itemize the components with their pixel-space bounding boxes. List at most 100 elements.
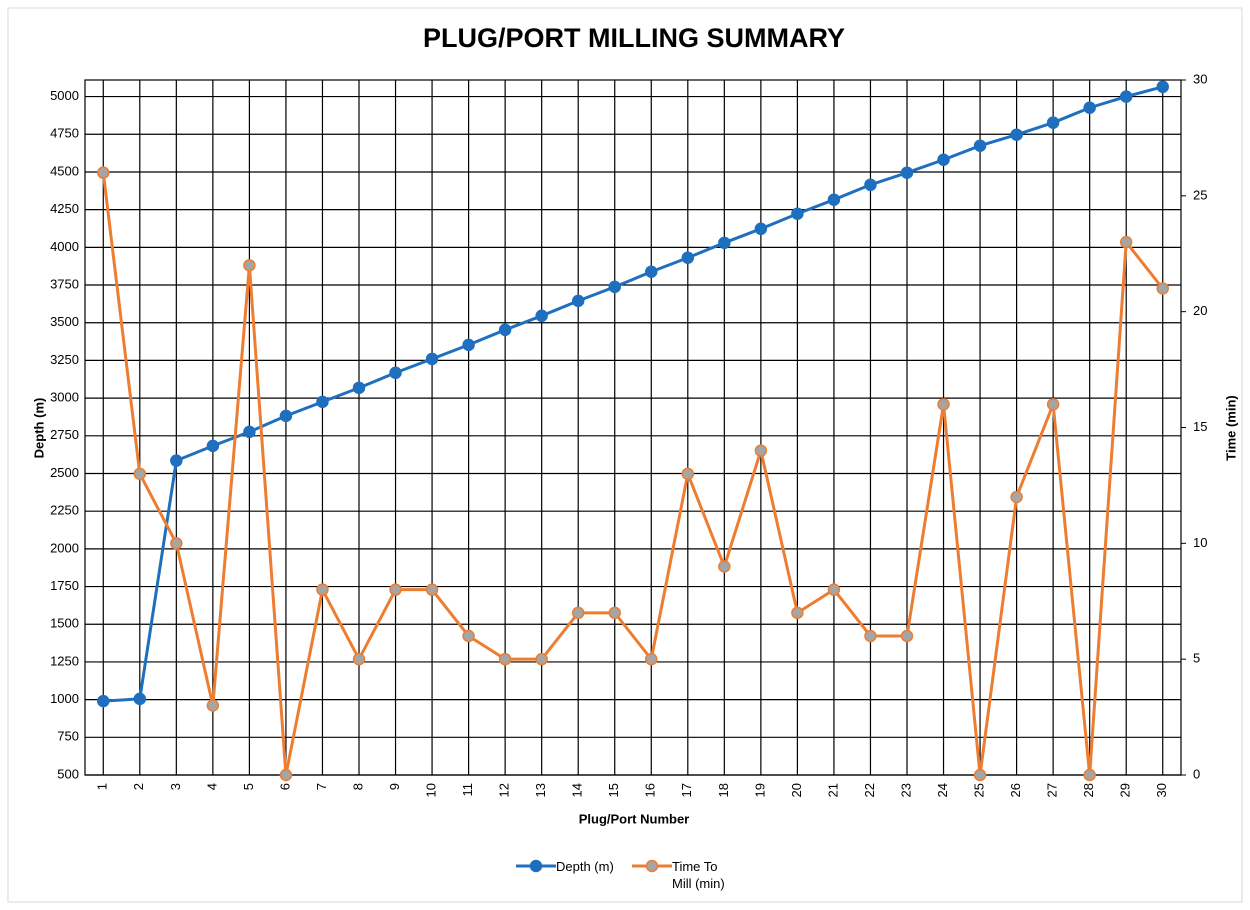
x-tick-label: 13 — [533, 783, 548, 797]
x-tick-label: 7 — [314, 783, 329, 790]
point — [1119, 235, 1133, 249]
point — [718, 560, 731, 573]
x-tick-label: 19 — [752, 783, 767, 797]
point — [425, 583, 439, 596]
y-tick-label: 3500 — [50, 314, 79, 329]
point — [316, 583, 329, 596]
y2-tick-label: 0 — [1193, 766, 1200, 781]
legend-label: Depth (m) — [556, 859, 614, 874]
point — [243, 425, 256, 439]
point — [170, 537, 183, 550]
y2-tick-label: 20 — [1193, 303, 1207, 318]
point — [352, 652, 366, 666]
legend-item: Depth (m) — [516, 858, 618, 892]
x-tick-label: 4 — [204, 783, 219, 790]
point — [571, 606, 585, 620]
point — [645, 265, 658, 279]
series-line — [101, 172, 1164, 776]
y-tick-label: 2000 — [50, 540, 79, 555]
point — [1046, 116, 1060, 129]
point — [462, 629, 475, 643]
x-tick-label: 12 — [497, 783, 512, 797]
x-tick-label: 11 — [460, 783, 475, 797]
y-tick-label: 1250 — [50, 653, 79, 668]
point — [206, 699, 220, 712]
y2-tick-label: 10 — [1193, 535, 1207, 550]
x-tick-label: 18 — [716, 783, 731, 797]
x-tick-label: 29 — [1118, 783, 1133, 797]
point — [1046, 398, 1060, 411]
chart-border — [7, 7, 1243, 903]
y-tick-label: 3750 — [50, 276, 79, 291]
legend-swatch — [516, 859, 556, 873]
x-tick-label: 1 — [95, 783, 110, 790]
point — [608, 606, 621, 620]
x-axis-title: Plug/Port Number — [579, 811, 690, 826]
y-tick-label: 5000 — [50, 88, 79, 103]
point — [243, 259, 256, 272]
x-tick-label: 25 — [972, 783, 987, 797]
point — [1010, 490, 1023, 504]
y-tick-label: 4250 — [50, 201, 79, 216]
plot-frame — [84, 79, 1182, 776]
y-tick-label: 2500 — [50, 465, 79, 480]
legend-swatch — [632, 859, 672, 873]
y-tick-label: 2750 — [50, 427, 79, 442]
y-axis-title: Depth (m) — [31, 398, 46, 459]
point — [1010, 128, 1023, 141]
point — [827, 193, 841, 206]
x-tick-label: 14 — [570, 783, 585, 797]
point — [535, 309, 548, 323]
y2-tick-label: 30 — [1193, 71, 1207, 86]
x-tick-label: 23 — [898, 783, 913, 797]
point — [1119, 90, 1133, 103]
y-tick-label: 500 — [57, 766, 79, 781]
x-tick-label: 26 — [1008, 783, 1023, 797]
point — [645, 652, 658, 666]
x-tick-label: 24 — [935, 783, 950, 797]
point — [973, 768, 987, 782]
point — [97, 166, 110, 179]
point — [133, 467, 147, 481]
point — [791, 207, 804, 220]
point — [389, 583, 402, 596]
point — [425, 352, 439, 366]
point — [316, 395, 329, 409]
point — [1156, 282, 1169, 295]
point — [133, 692, 147, 706]
point — [535, 652, 548, 666]
point — [864, 629, 877, 643]
x-tick-label: 2 — [131, 783, 146, 790]
point — [279, 409, 293, 423]
chart-title: PLUG/PORT MILLING SUMMARY — [423, 23, 845, 53]
y2-tick-label: 25 — [1193, 187, 1207, 202]
point — [462, 338, 475, 352]
y-tick-label: 750 — [57, 729, 79, 744]
y2-tick-label: 15 — [1193, 419, 1207, 434]
x-tick-label: 5 — [241, 783, 256, 790]
x-tick-label: 8 — [350, 783, 365, 790]
point — [389, 366, 402, 380]
x-tick-label: 10 — [424, 783, 439, 797]
x-tick-label: 21 — [825, 783, 840, 797]
y-tick-label: 4000 — [50, 239, 79, 254]
point — [827, 583, 841, 596]
point — [754, 444, 768, 457]
point — [170, 454, 183, 467]
y-tick-label: 4500 — [50, 163, 79, 178]
y-tick-label: 3000 — [50, 390, 79, 405]
point — [973, 139, 987, 152]
series-line — [103, 85, 1164, 703]
point — [937, 153, 950, 167]
legend-item: Time To Mill (min) — [632, 858, 734, 892]
x-tick-label: 9 — [387, 783, 402, 790]
x-tick-label: 22 — [862, 783, 877, 797]
x-tick-label: 30 — [1154, 783, 1169, 797]
point — [97, 694, 110, 708]
point — [754, 222, 768, 236]
y-tick-label: 3250 — [50, 352, 79, 367]
point — [498, 652, 512, 666]
y-tick-label: 1750 — [50, 578, 79, 593]
point — [1156, 80, 1169, 94]
